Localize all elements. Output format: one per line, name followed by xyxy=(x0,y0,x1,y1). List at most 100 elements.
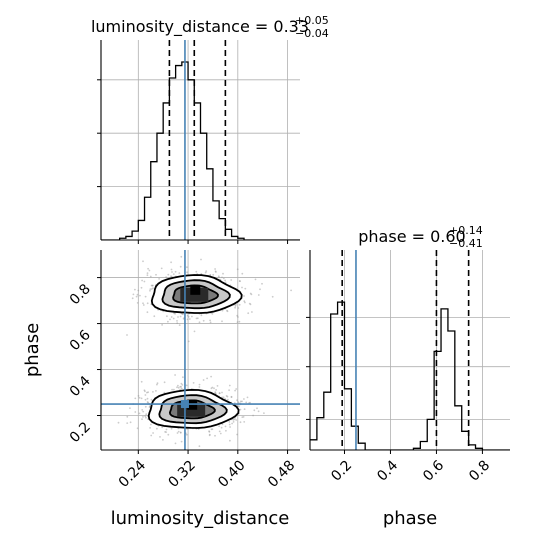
scatter-point xyxy=(209,319,212,322)
xtick-label-luminosity-distance: 0.48 xyxy=(265,458,298,491)
scatter-point xyxy=(117,421,120,424)
scatter-point xyxy=(142,416,144,418)
scatter-point xyxy=(150,434,153,437)
xlabel-phase: phase xyxy=(383,508,437,529)
scatter-point xyxy=(135,295,138,298)
scatter-point xyxy=(230,396,233,398)
scatter-point xyxy=(211,313,214,315)
scatter-point xyxy=(142,302,144,305)
scatter-point xyxy=(227,398,229,401)
scatter-point xyxy=(186,271,188,274)
scatter-point xyxy=(176,386,178,389)
scatter-point xyxy=(137,395,140,397)
scatter-point xyxy=(151,284,154,287)
density-peak xyxy=(190,284,201,295)
scatter-point xyxy=(221,391,223,394)
scatter-point xyxy=(148,269,151,272)
scatter-point xyxy=(131,297,134,300)
ytick-label-phase: 0.2 xyxy=(67,419,94,446)
scatter-point xyxy=(192,382,195,384)
scatter-point xyxy=(254,278,257,281)
scatter-point xyxy=(256,407,258,410)
scatter-point xyxy=(236,268,239,271)
scatter-point xyxy=(152,287,154,289)
scatter-point xyxy=(176,320,178,322)
scatter-point xyxy=(245,401,248,404)
scatter-point xyxy=(178,324,181,326)
contours xyxy=(147,274,243,429)
scatter-point xyxy=(170,261,173,264)
scatter-point xyxy=(140,397,143,400)
scatter-point xyxy=(257,410,260,413)
scatter-point xyxy=(177,430,180,433)
scatter-point xyxy=(163,381,166,384)
xtick-label-luminosity-distance: 0.40 xyxy=(215,458,248,491)
scatter-point xyxy=(238,303,241,306)
scatter-point xyxy=(249,303,252,306)
scatter-point xyxy=(180,255,183,258)
scatter-point xyxy=(221,423,224,426)
scatter-point xyxy=(186,314,189,317)
scatter-point xyxy=(171,388,174,391)
scatter-point xyxy=(146,401,149,403)
grid xyxy=(101,40,300,240)
scatter-point xyxy=(171,271,173,273)
scatter-point xyxy=(185,433,188,436)
scatter-point xyxy=(251,311,253,313)
scatter-point xyxy=(162,439,164,441)
scatter-point xyxy=(146,272,149,274)
hist-phase xyxy=(310,301,510,450)
scatter-point xyxy=(214,268,217,270)
scatter-point xyxy=(222,277,225,280)
scatter-point xyxy=(134,411,137,413)
scatter-point xyxy=(136,293,139,296)
scatter-point xyxy=(226,309,228,312)
tick-labels: 0.24 0.32 0.40 0.48 0.2 0.4 0.6 0.8 0.2 0.4 0.6 0.8 xyxy=(67,281,493,491)
scatter-point xyxy=(182,376,184,379)
scatter-point xyxy=(249,401,251,404)
scatter-point xyxy=(241,400,243,403)
scatter-point xyxy=(145,413,148,416)
scatter-point xyxy=(150,423,152,426)
scatter-point xyxy=(170,316,173,318)
scatter-point xyxy=(180,382,183,385)
scatter-point xyxy=(220,426,223,429)
scatter-point xyxy=(149,275,152,278)
scatter-point xyxy=(173,388,175,391)
title-phase: phase = 0.60 xyxy=(358,227,465,246)
scatter-point xyxy=(228,423,231,426)
scatter-point xyxy=(232,419,235,421)
scatter-point xyxy=(250,293,253,296)
scatter-point xyxy=(290,289,292,292)
scatter-point xyxy=(141,418,143,421)
scatter-point xyxy=(230,279,233,281)
scatter-point xyxy=(241,416,244,418)
ylabel-phase: phase xyxy=(22,323,43,377)
scatter-point xyxy=(213,387,215,390)
scatter-point xyxy=(252,414,255,417)
scatter-point xyxy=(140,380,143,383)
scatter-point xyxy=(217,275,220,278)
xtick-label-luminosity-distance: 0.32 xyxy=(166,458,199,491)
scatter-point xyxy=(146,302,149,305)
scatter-point xyxy=(221,276,223,279)
scatter-point xyxy=(239,408,242,411)
scatter-point xyxy=(142,304,145,306)
scatter-point xyxy=(202,379,205,381)
scatter-point xyxy=(214,434,216,437)
scatter-point xyxy=(174,442,177,445)
scatter-point xyxy=(181,384,184,386)
scatter-point xyxy=(142,410,145,413)
scatter-point xyxy=(137,289,140,292)
scatter-point xyxy=(218,392,221,395)
scatter-point xyxy=(161,324,164,326)
scatter-point xyxy=(234,389,237,392)
scatter-point xyxy=(169,318,171,321)
scatter-point xyxy=(215,271,217,273)
scatter-point xyxy=(180,440,183,443)
scatter-point xyxy=(238,320,241,323)
scatter-point xyxy=(243,408,246,410)
scatter-point xyxy=(218,425,221,428)
scatter-point xyxy=(218,430,221,433)
scatter-point xyxy=(152,432,155,434)
